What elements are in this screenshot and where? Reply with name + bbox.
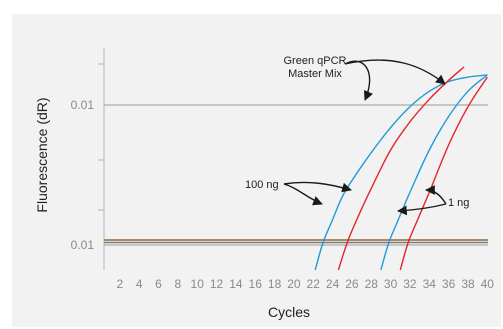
x-tick-label: 30: [384, 277, 398, 291]
x-tick-labels: 2 4 6 8 10 12 14 16 18 20 22 24 26 28 30 32 34 36 38 40: [116, 277, 494, 291]
arrow-1ng-blue: [397, 203, 447, 216]
x-tick-label: 24: [326, 277, 340, 291]
gridlines: [104, 104, 488, 246]
arrow-to-green-curve: [344, 59, 446, 85]
y-tick-label: 0.01: [71, 98, 95, 112]
x-tick-label: 22: [307, 277, 321, 291]
annotation-100ng: 100 ng: [245, 179, 279, 191]
x-tick-label: 26: [345, 277, 359, 291]
x-tick-label: 8: [175, 277, 182, 291]
arrow-100ng-red: [283, 181, 352, 193]
chart-svg: 0.01 0.01 2 4 6 8 10 12 14 16 18 20 22 24 26 28 30 32 34…: [34, 48, 494, 320]
x-tick-label: 10: [191, 277, 205, 291]
plot-frame: [98, 48, 105, 270]
y-tick-labels: 0.01 0.01: [71, 98, 95, 252]
y-tick-label: 0.01: [71, 238, 95, 252]
x-tick-label: 18: [268, 277, 282, 291]
arrow-to-green-curve: [344, 60, 373, 101]
y-axis-title: Fluorescence (dR): [34, 97, 50, 212]
series-line-2: [380, 74, 488, 271]
x-tick-label: 12: [210, 277, 224, 291]
x-tick-label: 2: [116, 277, 123, 291]
x-tick-label: 38: [461, 277, 475, 291]
x-tick-label: 16: [249, 277, 263, 291]
arrow-1ng-red: [425, 185, 447, 205]
x-tick-label: 36: [442, 277, 456, 291]
annotations: Green qPCR Master Mix 100 ng 1 ng: [245, 55, 469, 216]
x-axis-title: Cycles: [268, 304, 310, 320]
annotation-1ng: 1 ng: [448, 197, 469, 209]
series-line-3: [399, 76, 488, 271]
x-tick-label: 28: [365, 277, 379, 291]
x-tick-label: 40: [481, 277, 495, 291]
annotation-master-mix-line1: Green qPCR: [284, 55, 347, 67]
x-tick-label: 4: [136, 277, 143, 291]
series-line-0: [314, 74, 488, 271]
x-tick-label: 34: [423, 277, 437, 291]
series-line-1: [337, 66, 465, 271]
x-tick-label: 14: [229, 277, 243, 291]
arrow-100ng-blue: [283, 183, 323, 206]
x-tick-label: 6: [155, 277, 162, 291]
threshold-lines: [104, 239, 488, 244]
chart-card: 0.01 0.01 2 4 6 8 10 12 14 16 18 20 22 24 26 28 30 32 34…: [12, 14, 501, 327]
x-tick-label: 32: [403, 277, 417, 291]
annotation-master-mix-line2: Master Mix: [288, 68, 342, 80]
x-tick-label: 20: [287, 277, 301, 291]
